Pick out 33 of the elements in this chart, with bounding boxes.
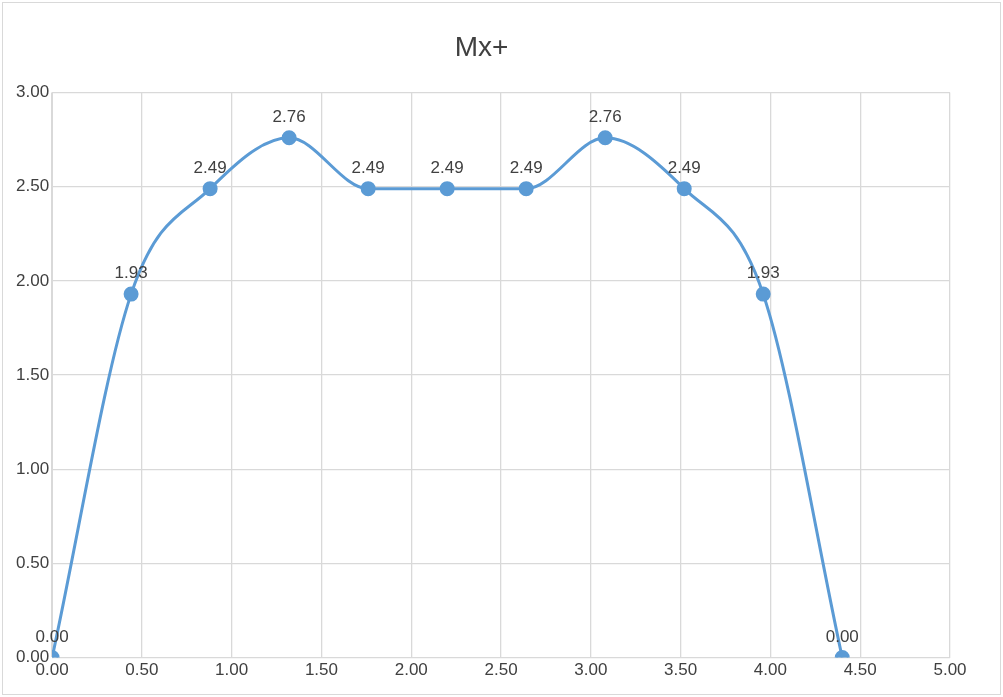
data-label: 2.49 — [509, 157, 543, 177]
x-tick-label: 4.00 — [753, 660, 787, 680]
x-tick-label: 1.50 — [304, 660, 339, 680]
y-tick-label: 2.00 — [15, 270, 50, 290]
point — [281, 130, 297, 146]
x-tick-label: 5.00 — [933, 660, 967, 680]
point — [676, 181, 692, 197]
chart-title: Mx+ — [454, 30, 509, 62]
x-tick-label: 4.50 — [843, 660, 877, 680]
data-label: 2.49 — [430, 157, 464, 177]
x-tick-label: 2.00 — [394, 660, 428, 680]
point — [597, 130, 613, 146]
y-tick-label: 2.50 — [15, 176, 50, 196]
data-label: 2.76 — [272, 106, 306, 126]
data-label: 2.49 — [351, 157, 385, 177]
y-tick-label: 1.50 — [15, 364, 50, 384]
point — [755, 286, 771, 302]
data-label: 2.49 — [667, 157, 701, 177]
point — [360, 181, 376, 197]
point — [518, 181, 534, 197]
data-label: 2.49 — [193, 157, 227, 177]
data-label: 2.76 — [588, 106, 622, 126]
x-tick-label: 2.50 — [484, 660, 518, 680]
point — [123, 286, 139, 302]
point — [439, 181, 455, 197]
y-tick-label: 1.00 — [15, 458, 50, 478]
x-tick-label: 1.00 — [215, 660, 249, 680]
x-tick-label: 0.50 — [125, 660, 159, 680]
x-tick-label: 3.00 — [574, 660, 608, 680]
y-tick-label: 0.50 — [15, 553, 50, 573]
x-tick-label: 3.50 — [664, 660, 698, 680]
y-tick-label: 3.00 — [15, 82, 50, 102]
point — [202, 181, 218, 197]
